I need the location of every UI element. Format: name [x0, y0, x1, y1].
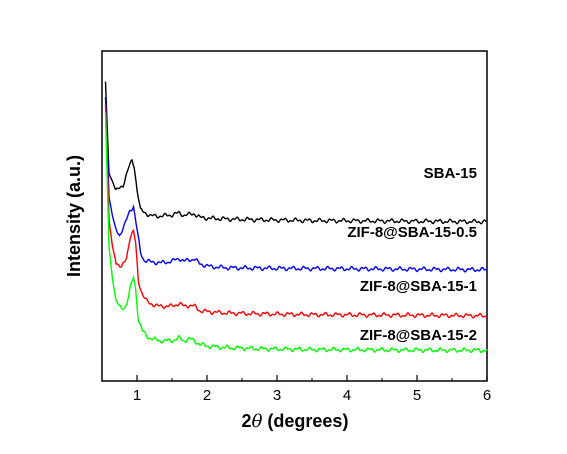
series-label: ZIF-8@SBA-15-2	[360, 327, 477, 344]
series-line	[104, 104, 488, 319]
x-axis-label-suffix: (degrees)	[262, 411, 348, 431]
y-axis-label: Intensity (a.u.)	[64, 155, 84, 277]
series-line	[104, 81, 488, 225]
series-label: ZIF-8@SBA-15-0.5	[347, 224, 477, 241]
x-tick-label: 5	[413, 387, 421, 404]
x-axis-label-theta: θ	[252, 411, 263, 432]
x-tick-label: 6	[483, 387, 491, 404]
x-axis-label: 2θ (degrees)	[242, 411, 349, 432]
x-tick-label: 2	[203, 387, 211, 404]
x-axis-label-prefix: 2	[242, 411, 252, 431]
x-tick-label: 4	[343, 387, 351, 404]
x-ticks: 1 2 3 4 5 6	[133, 375, 491, 404]
series-label: ZIF-8@SBA-15-1	[360, 278, 477, 295]
x-tick-label: 1	[133, 387, 141, 404]
series-line	[104, 96, 488, 273]
series-label: SBA-15	[424, 165, 477, 182]
plot-frame	[101, 50, 488, 382]
x-tick-label: 3	[273, 387, 281, 404]
series-labels: SBA-15 ZIF-8@SBA-15-0.5 ZIF-8@SBA-15-1 ZIF-…	[347, 165, 477, 344]
series-line	[104, 112, 488, 354]
plot-lines	[104, 81, 488, 354]
